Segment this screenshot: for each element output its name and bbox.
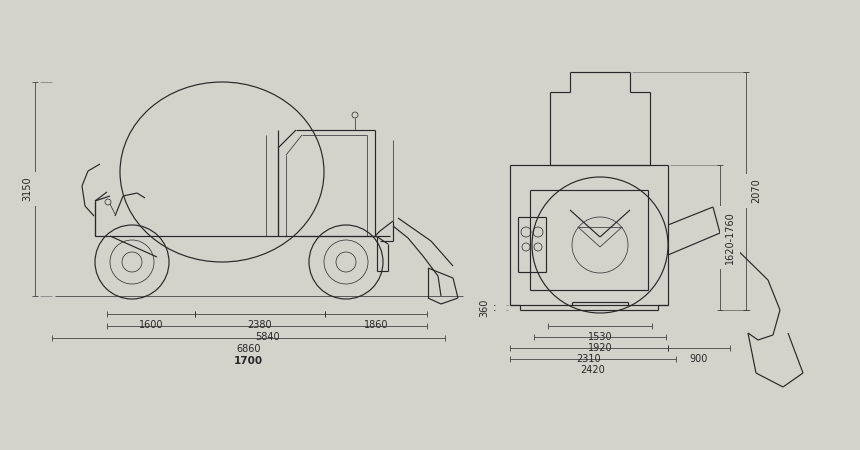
Text: 2310: 2310 <box>577 354 601 364</box>
Text: 3150: 3150 <box>22 177 32 201</box>
Text: 360: 360 <box>479 298 489 317</box>
Text: 6860: 6860 <box>237 344 261 354</box>
Text: 2420: 2420 <box>580 365 605 375</box>
Text: 1620-1760: 1620-1760 <box>725 211 735 264</box>
Text: 1920: 1920 <box>587 343 612 353</box>
Text: 1530: 1530 <box>587 332 612 342</box>
Text: 2070: 2070 <box>751 179 761 203</box>
Text: 900: 900 <box>690 354 708 364</box>
Text: 2380: 2380 <box>248 320 272 330</box>
Text: 1600: 1600 <box>138 320 163 330</box>
Text: 1700: 1700 <box>234 356 263 366</box>
Text: 5840: 5840 <box>255 332 280 342</box>
Text: 1860: 1860 <box>364 320 389 330</box>
